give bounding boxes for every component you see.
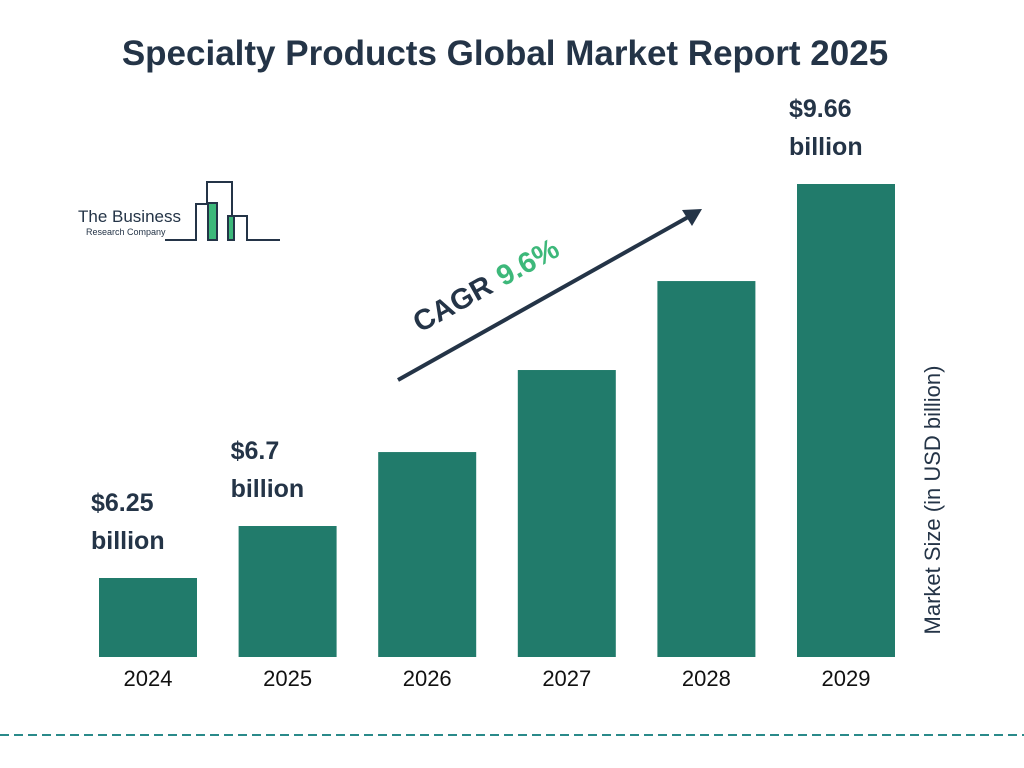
- trend-arrow: [397, 214, 691, 382]
- x-tick-label: 2028: [682, 666, 731, 691]
- bar: [797, 184, 895, 657]
- chart-title: Specialty Products Global Market Report …: [121, 34, 889, 73]
- value-label: $6.25 billion: [91, 489, 165, 555]
- logo: [165, 181, 280, 241]
- value-label: $9.66 billion: [789, 95, 863, 161]
- value-label: $6.7 billion: [230, 437, 305, 503]
- x-tick-label: 2026: [403, 666, 452, 691]
- bar: [517, 370, 616, 657]
- bar: [657, 281, 756, 657]
- cagr-label: CAGR: [408, 270, 498, 339]
- logo-text: The Business: [78, 207, 181, 226]
- logo-subtext: Research Company: [86, 227, 166, 237]
- x-tick-label: 2027: [542, 666, 591, 691]
- y-axis-label: Market Size (in USD billion): [920, 366, 945, 635]
- cagr-value: 9.6%: [491, 233, 565, 293]
- cagr-annotation: CAGR9.6%: [408, 233, 565, 339]
- bar: [378, 452, 477, 657]
- x-tick-label: 2025: [263, 666, 312, 691]
- x-tick-label: 2029: [822, 666, 871, 691]
- x-tick-label: 2024: [124, 666, 173, 691]
- arrow-head: [682, 209, 702, 226]
- bar: [238, 526, 337, 657]
- bar: [99, 578, 197, 657]
